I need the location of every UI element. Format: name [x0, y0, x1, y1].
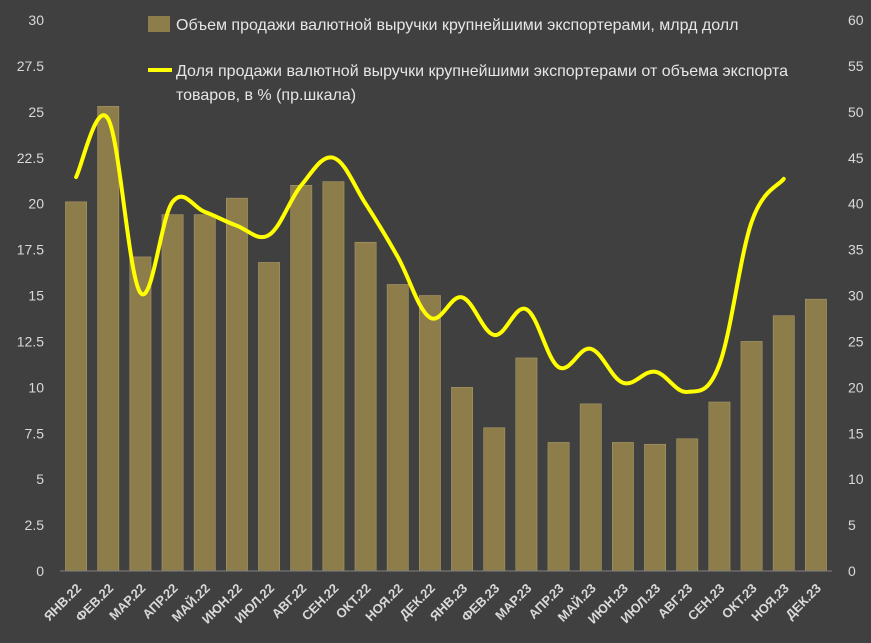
bar — [772, 315, 795, 572]
left-tick-label: 22.5 — [17, 150, 44, 166]
right-tick-label: 40 — [848, 196, 864, 212]
bar — [451, 387, 473, 572]
left-tick-label: 15 — [28, 288, 44, 304]
left-tick-label: 0 — [36, 563, 44, 579]
right-tick-label: 0 — [848, 563, 856, 579]
left-tick-label: 2.5 — [25, 517, 45, 533]
bar — [579, 403, 602, 572]
left-tick-label: 30 — [28, 12, 44, 28]
left-tick-label: 10 — [28, 379, 44, 395]
bar — [290, 185, 313, 572]
bar — [805, 298, 827, 572]
bar — [547, 442, 570, 572]
right-tick-label: 35 — [848, 242, 864, 258]
bar — [386, 284, 409, 572]
left-tick-label: 5 — [36, 471, 44, 487]
line-series — [74, 113, 786, 394]
left-y-axis: 0 2.5 5 7.5 10 12.5 15 17.5 20 22.5 25 27.5 30 — [17, 12, 44, 579]
right-tick-label: 45 — [848, 150, 864, 166]
bar — [515, 357, 538, 572]
right-tick-label: 15 — [848, 425, 864, 441]
right-tick-label: 5 — [848, 517, 856, 533]
bar — [193, 214, 216, 572]
legend-bar-swatch — [148, 16, 170, 32]
bar — [483, 427, 506, 572]
right-tick-label: 25 — [848, 333, 864, 349]
bar — [97, 106, 120, 572]
bar — [65, 201, 87, 572]
bar — [740, 341, 763, 572]
left-tick-label: 25 — [28, 104, 44, 120]
right-tick-label: 20 — [848, 379, 864, 395]
left-tick-label: 27.5 — [17, 58, 44, 74]
right-tick-label: 30 — [848, 288, 864, 304]
right-tick-label: 60 — [848, 12, 864, 28]
bar — [354, 241, 377, 572]
left-tick-label: 20 — [28, 196, 44, 212]
legend-line-label-1: Доля продажи валютной выручки крупнейшим… — [176, 63, 788, 80]
bar — [322, 181, 345, 572]
bar — [419, 295, 441, 572]
legend-bar-label: Объем продажи валютной выручки крупнейши… — [176, 17, 738, 34]
right-tick-label: 55 — [848, 58, 864, 74]
bar — [226, 197, 248, 572]
bar — [612, 442, 634, 572]
bar — [676, 438, 699, 572]
bar-series — [65, 106, 827, 572]
left-tick-label: 17.5 — [17, 242, 44, 258]
right-tick-label: 10 — [848, 471, 864, 487]
legend: Объем продажи валютной выручки крупнейши… — [148, 16, 788, 104]
left-tick-label: 12.5 — [17, 333, 44, 349]
left-tick-label: 7.5 — [25, 425, 45, 441]
bar — [644, 443, 666, 572]
line-path — [74, 113, 786, 394]
right-tick-label: 50 — [848, 104, 864, 120]
bar — [161, 214, 184, 572]
bar — [258, 262, 280, 572]
legend-line-label-2: товаров, в % (пр.шкала) — [176, 87, 356, 104]
bar — [708, 401, 731, 572]
bar — [129, 256, 152, 572]
right-y-axis: 0 5 10 15 20 25 30 35 40 45 50 55 60 — [848, 12, 864, 579]
